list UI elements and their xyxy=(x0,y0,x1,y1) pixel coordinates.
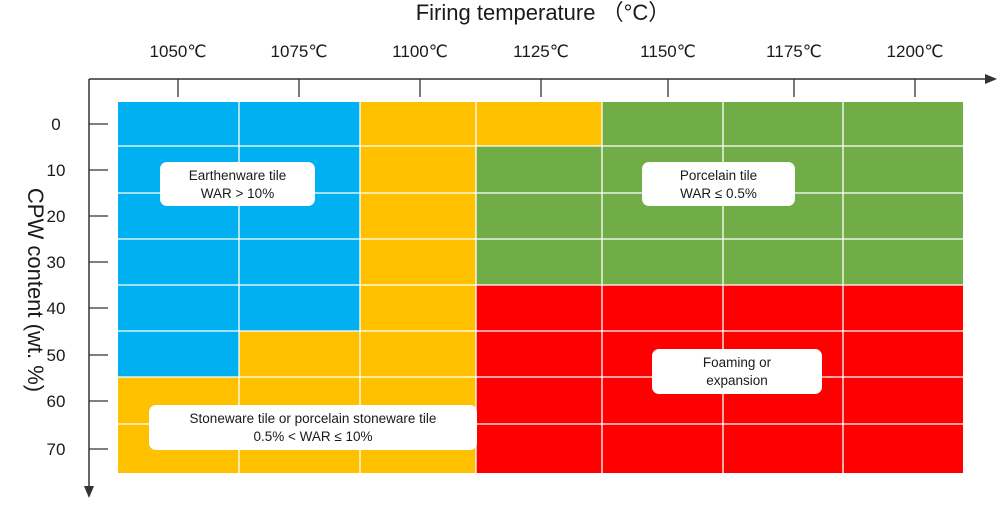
x-axis-arrowhead xyxy=(985,74,997,84)
cell-foaming-r6-c6 xyxy=(843,377,963,424)
cell-porcelain-r0-c4 xyxy=(602,102,723,146)
cell-stoneware-r0-c2 xyxy=(360,102,476,146)
region-label-foaming: Foaming or expansion xyxy=(652,349,822,394)
cell-earthenware-r5-c0 xyxy=(118,331,239,377)
region-label-box xyxy=(160,162,315,206)
region-label-line1: Earthenware tile xyxy=(189,168,287,183)
cell-stoneware-r5-c2 xyxy=(360,331,476,377)
region-label-line2: WAR ≤ 0.5% xyxy=(680,186,757,201)
cell-porcelain-r3-c3 xyxy=(476,239,602,285)
x-tick-label: 1075℃ xyxy=(271,42,328,61)
cell-foaming-r5-c3 xyxy=(476,331,602,377)
cell-porcelain-r2-c3 xyxy=(476,193,602,239)
cell-porcelain-r1-c6 xyxy=(843,146,963,193)
cell-foaming-r4-c4 xyxy=(602,285,723,331)
cell-earthenware-r3-c0 xyxy=(118,239,239,285)
y-tick-label: 70 xyxy=(47,440,66,459)
y-tick-label: 20 xyxy=(47,207,66,226)
x-tick-label: 1200℃ xyxy=(887,42,944,61)
cell-foaming-r7-c6 xyxy=(843,424,963,473)
y-tick-label: 60 xyxy=(47,392,66,411)
x-tick-label: 1100℃ xyxy=(392,42,448,61)
region-label-line2: expansion xyxy=(706,373,768,388)
region-label-line1: Foaming or xyxy=(703,355,772,370)
cell-foaming-r4-c3 xyxy=(476,285,602,331)
cell-stoneware-r1-c2 xyxy=(360,146,476,193)
cell-earthenware-r0-c0 xyxy=(118,102,239,146)
cell-stoneware-r4-c2 xyxy=(360,285,476,331)
y-tick-label: 40 xyxy=(47,299,66,318)
cell-porcelain-r3-c6 xyxy=(843,239,963,285)
axes-layer xyxy=(84,74,997,498)
region-label-box xyxy=(149,405,477,450)
cell-foaming-r7-c4 xyxy=(602,424,723,473)
cell-foaming-r7-c3 xyxy=(476,424,602,473)
x-tick-label: 1125℃ xyxy=(513,42,569,61)
x-axis-title: Firing temperature （°C） xyxy=(416,0,671,25)
cell-foaming-r5-c6 xyxy=(843,331,963,377)
x-tick-label: 1050℃ xyxy=(150,42,207,61)
region-label-line1: Porcelain tile xyxy=(680,168,757,183)
region-label-line2: WAR > 10% xyxy=(201,186,274,201)
labels-layer: Firing temperature （°C） CPW content (wt.… xyxy=(23,0,670,392)
region-labels-layer: Earthenware tile WAR > 10% Porcelain tile W… xyxy=(149,162,822,450)
region-label-porcelain: Porcelain tile WAR ≤ 0.5% xyxy=(642,162,795,206)
cell-porcelain-r3-c5 xyxy=(723,239,843,285)
cell-stoneware-r2-c2 xyxy=(360,193,476,239)
ticks-layer: 1050℃ 1075℃ 1100℃ 1125℃ 1150℃ 1175℃ 1200℃ 0 10 20… xyxy=(47,42,944,459)
region-label-line2: 0.5% < WAR ≤ 10% xyxy=(253,429,372,444)
cell-stoneware-r5-c1 xyxy=(239,331,360,377)
y-axis-title: CPW content (wt. %) xyxy=(23,188,48,392)
region-label-box xyxy=(652,349,822,394)
cell-foaming-r4-c5 xyxy=(723,285,843,331)
cell-earthenware-r0-c1 xyxy=(239,102,360,146)
cell-earthenware-r3-c1 xyxy=(239,239,360,285)
region-label-stoneware: Stoneware tile or porcelain stoneware ti… xyxy=(149,405,477,450)
x-tick-label: 1150℃ xyxy=(640,42,696,61)
cell-foaming-r7-c5 xyxy=(723,424,843,473)
cell-stoneware-r0-c3 xyxy=(476,102,602,146)
cell-foaming-r6-c3 xyxy=(476,377,602,424)
y-axis-arrowhead xyxy=(84,486,94,498)
cell-earthenware-r4-c0 xyxy=(118,285,239,331)
cell-porcelain-r1-c3 xyxy=(476,146,602,193)
cell-porcelain-r0-c6 xyxy=(843,102,963,146)
region-label-earthenware: Earthenware tile WAR > 10% xyxy=(160,162,315,206)
y-tick-label: 50 xyxy=(47,346,66,365)
cell-porcelain-r3-c4 xyxy=(602,239,723,285)
region-label-box xyxy=(642,162,795,206)
cell-foaming-r4-c6 xyxy=(843,285,963,331)
region-label-line1: Stoneware tile or porcelain stoneware ti… xyxy=(190,411,437,426)
y-tick-label: 10 xyxy=(47,161,66,180)
cell-porcelain-r0-c5 xyxy=(723,102,843,146)
y-tick-label: 0 xyxy=(51,115,60,134)
x-tick-label: 1175℃ xyxy=(766,42,822,61)
cell-porcelain-r2-c6 xyxy=(843,193,963,239)
y-tick-label: 30 xyxy=(47,253,66,272)
cell-earthenware-r4-c1 xyxy=(239,285,360,331)
cell-stoneware-r3-c2 xyxy=(360,239,476,285)
